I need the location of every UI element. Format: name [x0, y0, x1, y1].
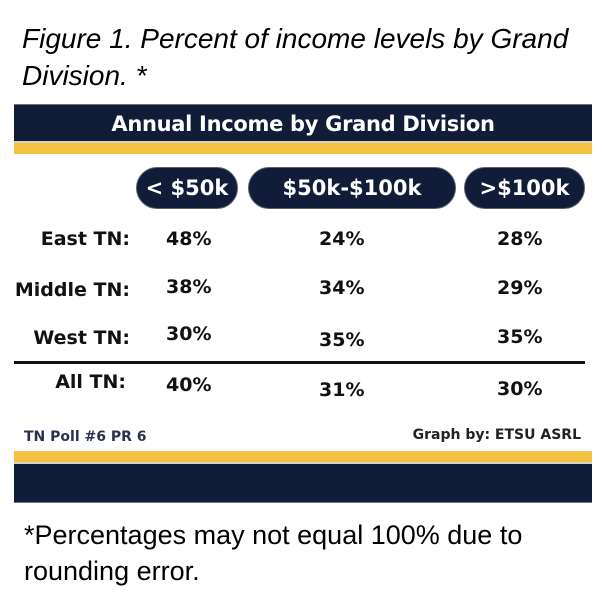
- cell-50k-100k: 31%: [319, 379, 365, 401]
- footnote-line-2: rounding error.: [24, 556, 200, 586]
- cell-under-50k: 38%: [166, 276, 212, 298]
- credit-label: Graph by: ETSU ASRL: [412, 427, 581, 443]
- row-label: West TN:: [33, 327, 130, 349]
- footer-banner: [14, 464, 592, 503]
- cell-50k-100k: 34%: [319, 277, 365, 299]
- footnote: *Percentages may not equal 100% due to r…: [24, 517, 594, 589]
- row-label: Middle TN:: [14, 279, 130, 301]
- gold-stripe-top: [14, 143, 592, 154]
- column-header-label: $50k-$100k: [282, 176, 422, 200]
- column-header-label: < $50k: [145, 176, 229, 200]
- banner-separator: [14, 141, 592, 143]
- caption-line-2: Division. *: [22, 60, 147, 91]
- caption-line-1: Figure 1. Percent of income levels by Gr…: [22, 23, 569, 54]
- gold-stripe-bottom: [14, 451, 592, 462]
- figure-caption: Figure 1. Percent of income levels by Gr…: [22, 20, 592, 94]
- cell-50k-100k: 24%: [319, 228, 365, 250]
- cell-over-100k: 28%: [497, 228, 543, 250]
- footnote-line-1: *Percentages may not equal 100% due to: [24, 520, 523, 550]
- cell-50k-100k: 35%: [319, 329, 365, 351]
- cell-over-100k: 29%: [497, 277, 543, 299]
- chart-title: Annual Income by Grand Division: [111, 111, 495, 136]
- source-label: TN Poll #6 PR 6: [24, 429, 147, 445]
- title-banner: Annual Income by Grand Division: [14, 104, 592, 142]
- row-label: East TN:: [40, 228, 130, 250]
- cell-under-50k: 30%: [166, 323, 212, 345]
- cell-over-100k: 35%: [497, 326, 543, 348]
- column-header-label: >$100k: [479, 176, 570, 200]
- cell-under-50k: 48%: [166, 228, 212, 250]
- footer-separator: [14, 462, 592, 464]
- cell-over-100k: 30%: [497, 378, 543, 400]
- column-header-50k-100k: $50k-$100k: [248, 167, 456, 209]
- total-divider: [14, 361, 585, 364]
- column-header-over-100k: >$100k: [464, 167, 585, 209]
- row-label: All TN:: [55, 371, 126, 393]
- column-header-under-50k: < $50k: [136, 167, 238, 209]
- cell-under-50k: 40%: [166, 374, 212, 396]
